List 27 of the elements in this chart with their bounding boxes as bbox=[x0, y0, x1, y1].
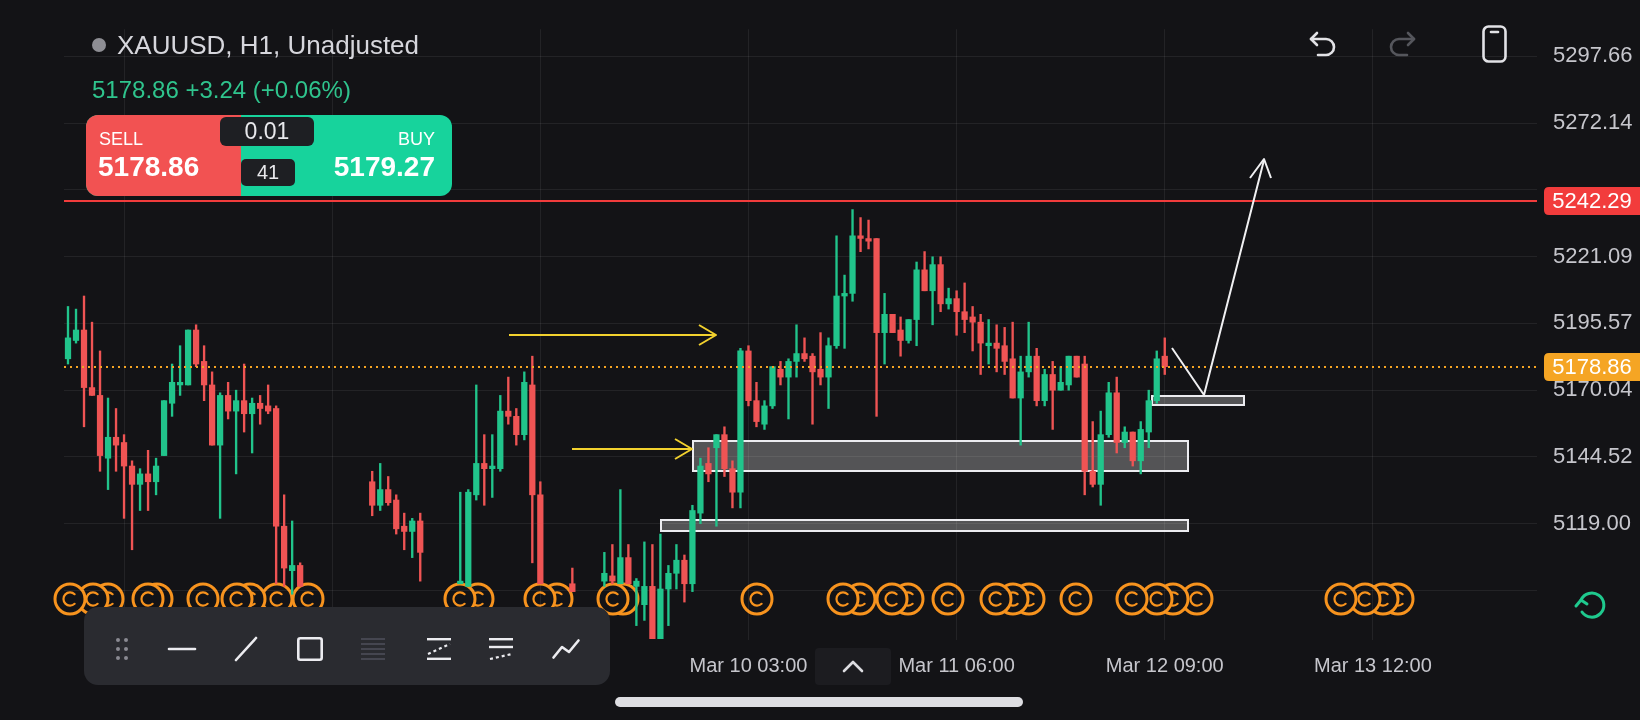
annotation: 5178.86 bbox=[98, 151, 200, 183]
ref-line-label: 5242.29 bbox=[1552, 188, 1632, 214]
x-tick-label: Mar 10 03:00 bbox=[689, 653, 808, 676]
y-tick-label: 5297.66 bbox=[1553, 42, 1633, 68]
candlestick bbox=[609, 544, 616, 585]
candlestick bbox=[713, 434, 720, 527]
annotation: SELL bbox=[99, 128, 144, 150]
candlestick bbox=[601, 552, 608, 587]
y-tick-label: 5144.52 bbox=[1553, 442, 1633, 468]
y-tick-label: 5119.00 bbox=[1553, 509, 1631, 535]
label-badge: 41 bbox=[241, 159, 295, 186]
candlestick bbox=[993, 324, 1000, 373]
candlestick bbox=[617, 489, 624, 585]
x-tick-label: Mar 12 09:00 bbox=[1105, 653, 1224, 676]
candlestick bbox=[1049, 361, 1056, 430]
y-tick-label: 5272.14 bbox=[1553, 109, 1633, 135]
candlestick bbox=[881, 293, 888, 365]
y-tick-label: 5195.57 bbox=[1553, 309, 1633, 335]
candlestick bbox=[985, 319, 992, 365]
y-tick-label: 5221.09 bbox=[1553, 242, 1633, 268]
input-field: 0.01 bbox=[220, 117, 314, 146]
x-tick-label: Mar 13 12:00 bbox=[1313, 653, 1432, 676]
annotation: 5179.27 bbox=[333, 151, 435, 183]
text: 5178.86 +3.24 (+0.06%) bbox=[92, 76, 351, 104]
annotation: BUY bbox=[397, 128, 435, 150]
chart-title: XAUUSD, H1, Unadjusted bbox=[117, 29, 420, 61]
x-tick-label: Mar 11 06:00 bbox=[898, 653, 1015, 676]
